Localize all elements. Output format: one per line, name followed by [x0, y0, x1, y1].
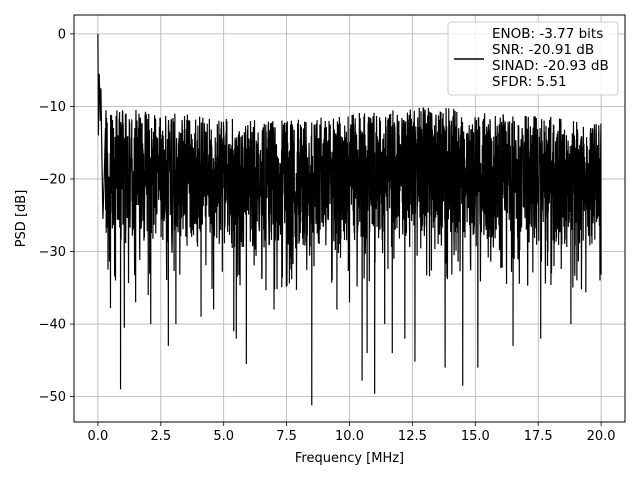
x-tick-label: 7.5 — [276, 429, 297, 444]
y-tick-label: −40 — [39, 318, 66, 333]
y-tick-label: −10 — [39, 100, 66, 115]
x-tick-label: 0.0 — [88, 429, 109, 444]
x-tick-label: 15.0 — [461, 429, 490, 444]
legend-entry-snr: SNR: -20.91 dB — [492, 42, 594, 58]
x-tick-label: 2.5 — [150, 429, 171, 444]
x-tick-label: 17.5 — [524, 429, 553, 444]
legend-entry-sinad: SINAD: -20.93 dB — [492, 58, 609, 74]
legend-box — [447, 21, 619, 96]
y-axis-label: PSD [dB] — [14, 190, 29, 248]
y-tick-label: −30 — [39, 245, 66, 260]
series-psd — [97, 33, 602, 406]
y-tick-label: −50 — [39, 390, 66, 405]
psd-line — [97, 33, 602, 406]
x-tick-label: 20.0 — [587, 429, 616, 444]
y-axis: 0 −10 −20 −30 −40 −50 — [39, 27, 74, 405]
legend-entry-sfdr: SFDR: 5.51 — [492, 74, 567, 90]
x-tick-label: 5.0 — [213, 429, 234, 444]
x-axis-label: Frequency [MHz] — [295, 451, 404, 466]
y-tick-label: 0 — [58, 27, 66, 42]
legend-entry-enob: ENOB: -3.77 bits — [492, 26, 603, 42]
x-tick-label: 10.0 — [335, 429, 364, 444]
x-axis: 0.0 2.5 5.0 7.5 10.0 12.5 15.0 17.5 20.0 — [88, 422, 616, 444]
legend: ENOB: -3.77 bits SNR: -20.91 dB SINAD: -… — [447, 21, 619, 96]
y-tick-label: −20 — [39, 172, 66, 187]
x-tick-label: 12.5 — [398, 429, 427, 444]
